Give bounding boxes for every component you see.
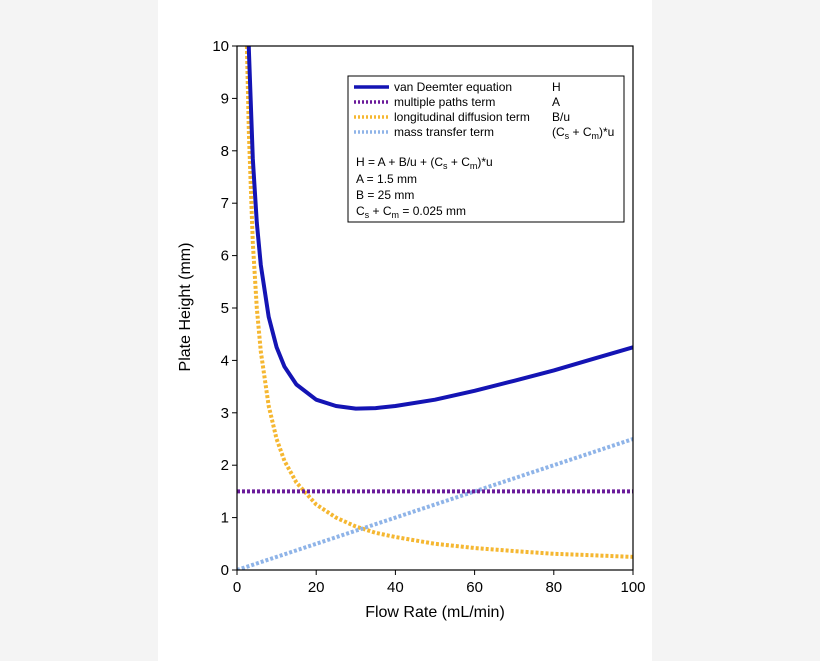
x-tick-label: 80 (545, 579, 562, 596)
equation-line: H = A + B/u + (Cs + Cm)*u (356, 155, 493, 171)
x-tick-label: 40 (387, 579, 404, 596)
y-tick-label: 9 (221, 90, 229, 107)
y-tick-label: 4 (221, 352, 229, 369)
y-tick-label: 7 (221, 195, 229, 212)
y-axis-title: Plate Height (mm) (177, 243, 194, 372)
legend-symbol-longitudinal-diffusion: B/u (552, 110, 570, 124)
chart-card: 0 1 2 3 4 5 6 7 8 9 10 0 20 40 60 80 100 Flow Rate (mL/m… (158, 0, 652, 661)
y-tick-label: 1 (221, 510, 229, 527)
series-line-mass-transfer-term (237, 437, 633, 570)
x-tick-label: 20 (308, 579, 325, 596)
legend-frame (347, 75, 625, 223)
x-tick-label: 60 (466, 579, 483, 596)
x-axis-title: Flow Rate (mL/min) (365, 604, 505, 621)
y-tick-label: 6 (221, 248, 229, 265)
series-line-van-deemter-equation (246, 46, 633, 411)
legend-label-longitudinal-diffusion: longitudinal diffusion term (394, 110, 530, 124)
param-cs-cm-line: Cs + Cm = 0.025 mm (356, 204, 466, 220)
legend-label-van-deemter: van Deemter equation (394, 80, 512, 94)
legend-symbol-van-deemter: H (552, 80, 561, 94)
param-b-line: B = 25 mm (356, 188, 414, 202)
y-tick-label: 5 (221, 300, 229, 317)
y-tick-label: 8 (221, 143, 229, 160)
y-tick-label: 3 (221, 405, 229, 422)
legend-label-mass-transfer: mass transfer term (394, 125, 494, 139)
legend-symbol-multiple-paths: A (552, 95, 560, 109)
x-tick-label: 100 (620, 579, 645, 596)
legend-label-multiple-paths: multiple paths term (394, 95, 495, 109)
series-line-longitudinal-diffusion-term (244, 46, 633, 559)
param-a-line: A = 1.5 mm (356, 172, 417, 186)
series-lines (237, 46, 633, 570)
legend-symbol-mass-transfer: (Cs + Cm)*u (552, 125, 614, 141)
y-tick-label: 0 (221, 562, 229, 579)
x-tick-label: 0 (233, 579, 241, 596)
plot-frame (236, 45, 634, 571)
legend-box: van Deemter equation H multiple paths te… (347, 75, 625, 223)
y-tick-label: 2 (221, 457, 229, 474)
y-tick-label: 10 (212, 38, 229, 55)
